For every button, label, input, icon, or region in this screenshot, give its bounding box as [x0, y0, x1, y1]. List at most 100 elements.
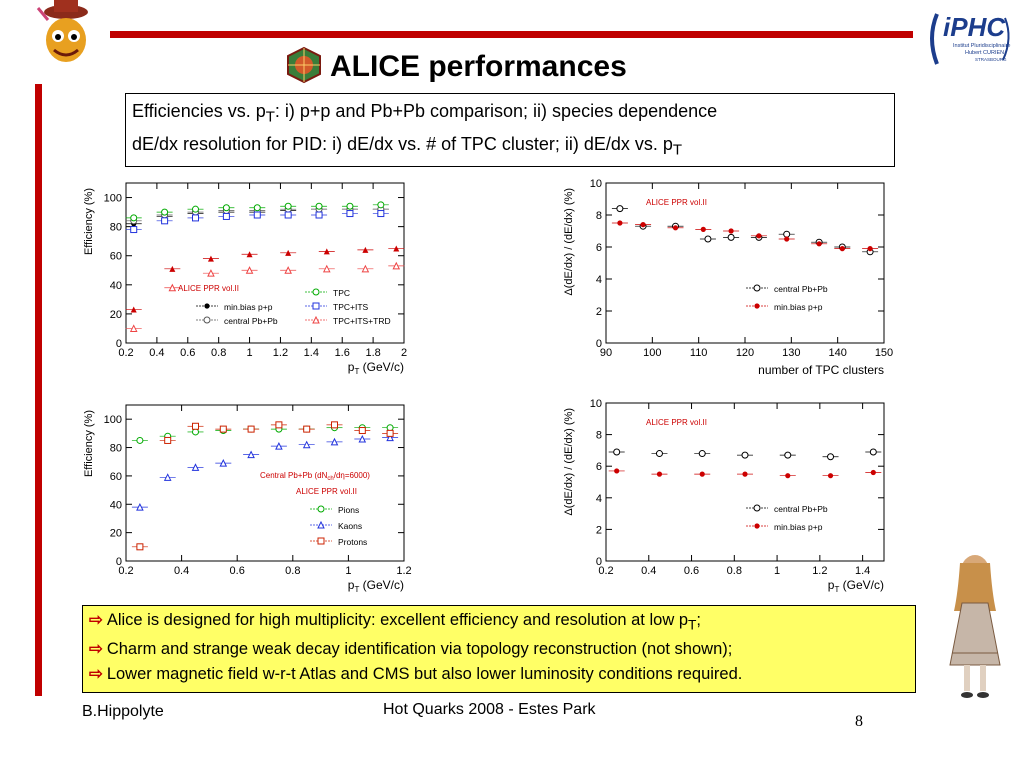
data-point: [246, 251, 253, 258]
data-point: [192, 214, 199, 222]
y-tick-label: 0: [116, 556, 122, 568]
data-point: [742, 471, 748, 477]
x-tick-label: 1.2: [273, 347, 288, 359]
y-axis-label: Δ(dE/dx) / (dE/dx) (%): [563, 408, 575, 516]
y-tick-label: 20: [110, 309, 122, 321]
data-point: [331, 421, 338, 429]
data-point: [616, 205, 624, 213]
data-point: [869, 448, 877, 456]
page-number: 8: [855, 713, 863, 730]
legend-label: central Pb+Pb: [224, 316, 278, 326]
iphc-logo-shape: [930, 13, 1010, 65]
data-point: [322, 264, 331, 273]
x-tick-label: 0.2: [118, 347, 133, 359]
bullet-3-text: Lower magnetic field w-r-t Atlas and CMS…: [106, 665, 743, 684]
x-tick-label: 0.4: [149, 347, 164, 359]
arrow-right-icon: ⇨: [89, 665, 103, 684]
legend: Central Pb+Pb (dNch/dη=6000) ALICE PPR vo…: [260, 471, 370, 547]
data-point: [219, 425, 227, 433]
data-point: [704, 235, 712, 243]
data-point: [728, 228, 734, 234]
data-point: [275, 442, 283, 450]
data-point: [130, 214, 138, 222]
legend-marker: [204, 303, 210, 309]
data-point: [346, 202, 354, 210]
legend-label: central Pb+Pb: [774, 284, 828, 294]
chart-annotation: ALICE PPR vol.II: [296, 487, 357, 496]
x-tick-label: 90: [600, 347, 612, 359]
bullet-1-text: Alice is designed for high multiplicity:…: [106, 611, 688, 629]
data-point: [163, 473, 172, 481]
legend-marker: [312, 288, 320, 296]
y-tick-label: 4: [596, 493, 602, 505]
data-point: [784, 451, 792, 459]
data-point: [614, 468, 620, 474]
legend-label: min.bias p+p: [774, 302, 823, 312]
alice-girl-illustration: [949, 555, 1001, 698]
left-accent-bar: [35, 84, 42, 696]
data-point: [275, 421, 283, 429]
bullet-2-text: Charm and strange weak decay identificat…: [106, 640, 733, 659]
y-tick-label: 8: [596, 430, 602, 442]
data-point: [827, 453, 835, 461]
data-point: [207, 255, 214, 262]
y-tick-label: 40: [110, 499, 122, 511]
x-tick-label: 110: [690, 347, 708, 359]
data-point: [245, 266, 254, 274]
data-point: [700, 226, 706, 232]
x-tick-label: 0.8: [211, 347, 226, 359]
subtitle-line-2-a: dE/dx resolution for PID: i) dE/dx vs. #…: [132, 133, 673, 154]
series-2: [125, 201, 389, 222]
y-tick-label: 2: [596, 524, 602, 536]
data-point: [330, 437, 339, 446]
data-point: [827, 473, 834, 479]
data-point: [640, 222, 646, 228]
data-point: [784, 236, 790, 242]
data-point: [303, 425, 311, 433]
data-point: [377, 210, 385, 218]
bullet-1: ⇨ Alice is designed for high multiplicity…: [89, 608, 909, 637]
data-point: [867, 246, 873, 252]
data-point: [130, 306, 137, 313]
y-axis-label: Efficiency (%): [83, 188, 95, 255]
x-tick-label: 0.4: [641, 565, 656, 577]
legend-label: Kaons: [338, 521, 362, 531]
legend: ALICE PPR vol.II min.bias p+p central Pb+P…: [178, 284, 391, 326]
footer-author: B.Hippolyte: [82, 703, 164, 720]
data-point: [130, 226, 138, 234]
legend-marker: [312, 302, 320, 310]
y-tick-label: 20: [110, 528, 122, 540]
iphc-logo-sub3: STRASBOURG: [975, 57, 1007, 62]
data-point: [219, 459, 228, 467]
legend-marker: [317, 537, 325, 545]
iphc-logo: iPHC Institut Pluridisciplinaire Hubert …: [925, 10, 1015, 68]
subtitle-line-1-sub: T: [265, 108, 275, 126]
x-tick-label: 0.2: [598, 565, 613, 577]
legend-marker: [753, 284, 761, 292]
x-tick-label: 150: [875, 347, 893, 359]
y-tick-label: 0: [596, 556, 602, 568]
x-tick-label: 1: [246, 347, 252, 359]
x-tick-label: 0.6: [684, 565, 699, 577]
iphc-logo-text: iPHC: [943, 12, 1006, 42]
bullet-1-sub: T: [688, 617, 697, 633]
data-point: [315, 211, 323, 219]
x-tick-label: 1.8: [365, 347, 380, 359]
footer-conference: Hot Quarks 2008 - Estes Park: [383, 701, 596, 718]
subtitle-line-2: dE/dx resolution for PID: i) dE/dx vs. #…: [132, 131, 888, 164]
data-point: [253, 204, 261, 212]
series-1: [131, 433, 399, 511]
chart-efficiency-species: 0.2 0.4 0.6 0.8 1 1.2 0 20 40 60 80 100 pT (GeV/c) Ef…: [83, 404, 412, 594]
data-point: [284, 266, 292, 274]
alice-logo: [287, 46, 321, 84]
legend-marker: [312, 315, 320, 324]
data-point: [756, 233, 762, 239]
x-tick-label: 140: [828, 347, 846, 359]
data-point: [613, 448, 621, 456]
data-point: [656, 471, 663, 477]
data-point: [285, 249, 292, 256]
arrow-right-icon: ⇨: [89, 640, 103, 659]
x-axis-label: pT (GeV/c): [348, 360, 404, 376]
chart-annotation: ALICE PPR vol.II: [646, 418, 707, 427]
legend-marker: [317, 505, 325, 513]
